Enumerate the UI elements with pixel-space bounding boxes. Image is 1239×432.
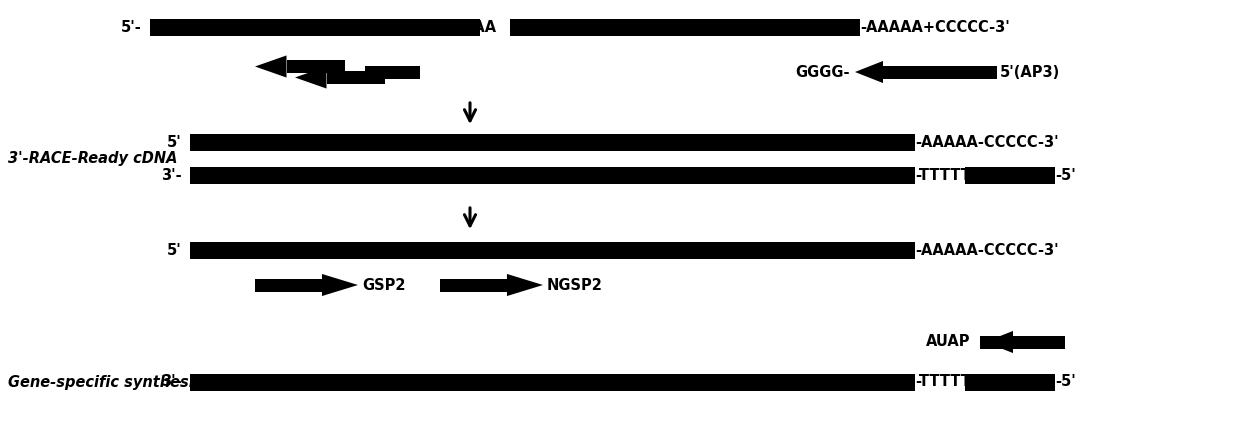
Polygon shape <box>322 274 358 296</box>
Text: AAA: AAA <box>463 19 497 35</box>
Text: -AAAAA-CCCCC-3': -AAAAA-CCCCC-3' <box>914 242 1058 257</box>
Bar <box>980 336 1066 349</box>
Text: 5': 5' <box>167 242 182 257</box>
Bar <box>366 66 420 79</box>
Bar <box>965 374 1054 391</box>
Bar <box>190 166 914 184</box>
Bar <box>255 279 322 292</box>
Polygon shape <box>855 61 883 83</box>
Bar <box>190 241 914 258</box>
Text: 3'-: 3'- <box>161 168 182 182</box>
Text: -TTTTTT-GGGG: -TTTTTT-GGGG <box>914 168 1033 182</box>
Text: 5'(AP3): 5'(AP3) <box>1000 64 1061 79</box>
Text: AUAP: AUAP <box>926 334 970 349</box>
Bar <box>190 374 914 391</box>
Text: 5': 5' <box>167 134 182 149</box>
Text: GSP2: GSP2 <box>362 277 405 292</box>
Polygon shape <box>985 331 1014 353</box>
Text: -AAAAA+CCCCC-3': -AAAAA+CCCCC-3' <box>860 19 1010 35</box>
Polygon shape <box>295 67 327 89</box>
Text: -5': -5' <box>1054 375 1075 390</box>
Bar <box>327 71 385 84</box>
Polygon shape <box>255 55 286 78</box>
Bar <box>150 19 479 35</box>
Bar <box>510 19 860 35</box>
Text: GGGG-: GGGG- <box>795 64 850 79</box>
Bar <box>286 60 344 73</box>
Bar <box>1014 336 1066 349</box>
Bar <box>965 166 1054 184</box>
Text: Gene-specific synthesis: Gene-specific synthesis <box>7 375 202 390</box>
Text: NGSP2: NGSP2 <box>546 277 603 292</box>
Text: -5': -5' <box>1054 168 1075 182</box>
Text: 3'-: 3'- <box>161 375 182 390</box>
Text: 5'-: 5'- <box>121 19 142 35</box>
Text: -TTTTTT-GGGG: -TTTTTT-GGGG <box>914 375 1033 390</box>
Polygon shape <box>507 274 543 296</box>
Bar <box>935 66 997 79</box>
Bar <box>883 66 935 79</box>
Bar <box>440 279 507 292</box>
Text: -AAAAA-CCCCC-3': -AAAAA-CCCCC-3' <box>914 134 1058 149</box>
Bar <box>190 133 914 150</box>
Text: 3'-RACE-Ready cDNA: 3'-RACE-Ready cDNA <box>7 151 177 166</box>
